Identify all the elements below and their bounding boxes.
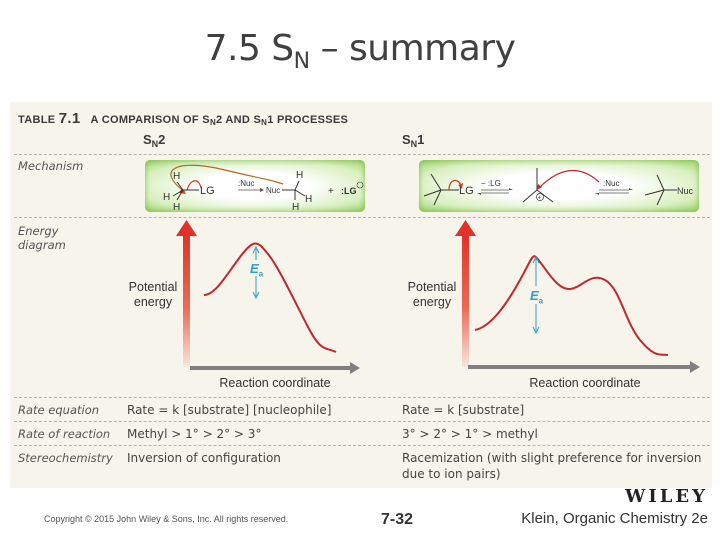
svg-text:H: H [173,171,180,182]
svg-text:Nuc: Nuc [677,186,694,196]
potential-energy-arrow-icon [183,234,190,367]
svg-text:H: H [163,192,170,203]
sn1-energy-diagram [455,220,700,373]
col-text: 1 [417,132,425,147]
label-line: Energy [18,224,59,238]
sn2-ea-label: Ea [250,261,263,282]
sn1-y-axis-label: Potential energy [402,280,462,310]
sn2-x-axis-label: Reaction coordinate [219,376,331,390]
column-header-sn1: SN1 [402,132,424,149]
wiley-logo: WILEY [625,486,708,507]
label-line: diagram [18,238,66,252]
sn2-mechanism-panel: H H H LG :Nuc Nuc H H H + :LG [145,160,365,212]
copyright-notice: Copyright © 2015 John Wiley & Sons, Inc.… [44,514,289,524]
row-divider [14,397,710,398]
row-label-mechanism: Mechanism [18,159,84,173]
sn2-energy-diagram [176,220,360,374]
sn2-rate-of-reaction: Methyl > 1° > 2° > 3° [127,427,262,441]
energy-diagrams [176,220,700,374]
row-label-stereochemistry: Stereochemistry [18,451,113,465]
curved-arrow-icon [170,164,284,193]
ea-text: E [250,261,259,276]
sn1-ea-label: Ea [530,288,543,309]
svg-text:+: + [538,196,542,202]
page-number: 7-32 [381,511,414,528]
label-line: Potential [407,280,457,294]
label-line: Potential [128,280,178,294]
col-sub: N [151,139,159,149]
svg-text::LG: :LG [341,186,357,196]
ea-sub: a [538,296,544,306]
sn1-x-axis-label: Reaction coordinate [529,376,641,390]
heading-sub: N [209,118,217,127]
sn1-rate-equation: Rate = k [substrate] [402,403,525,417]
heading-sub: N [261,118,268,127]
sn1-rate-of-reaction: 3° > 2° > 1° > methyl [402,427,538,441]
sn2-y-axis-label: Potential energy [123,280,183,310]
svg-text:H: H [173,202,180,212]
sn2-mechanism-drawing: H H H LG :Nuc Nuc H H H + :LG [163,164,364,212]
row-divider [14,154,710,155]
table-label: TABLE [18,114,59,126]
row-divider [14,217,710,218]
sn2-rate-equation: Rate = k [substrate] [nucleophile] [127,403,332,417]
svg-text:+: + [328,186,334,197]
label-line: energy [412,295,452,309]
table-heading: TABLE 7.1 A COMPARISON OF SN2 AND SN1 PR… [18,110,348,127]
row-label-rate-equation: Rate equation [18,403,100,417]
col-text: S [143,132,152,147]
sn1-mechanism-drawing: LG − :LG + :Nuc Nuc [423,168,694,206]
comparison-table: TABLE 7.1 A COMPARISON OF SN2 AND SN1 PR… [10,102,712,488]
ea-sub: a [258,269,264,279]
row-label-rate-of-reaction: Rate of reaction [18,427,111,441]
sn1-energy-curve [474,255,669,356]
svg-text:Nuc: Nuc [266,186,280,195]
row-label-energy-diagram: Energy diagram [18,224,66,252]
title-prefix: 7.5 S [204,28,295,69]
sn1-stereochemistry: Racemization (with slight preference for… [402,451,702,481]
svg-text:H: H [305,194,312,205]
col-sub: N [410,139,418,149]
svg-text::Nuc: :Nuc [238,179,254,188]
svg-text:LG: LG [200,185,215,197]
col-text: 2 [158,132,166,147]
row-divider [14,421,710,422]
table-number: 7.1 [58,110,81,127]
sn2-energy-curve [203,242,337,353]
title-suffix: – summary [309,28,516,69]
col-text: S [402,132,411,147]
svg-text:− :LG: − :LG [481,179,501,188]
sn1-mechanism-panel: LG − :LG + :Nuc Nuc [419,160,699,212]
svg-text::Nuc: :Nuc [603,179,619,188]
potential-energy-arrow-icon [462,234,469,367]
title-subscript: N [293,49,310,74]
svg-text:LG: LG [459,185,474,197]
svg-text:H: H [292,202,299,212]
ea-text: E [530,288,539,303]
column-header-sn2: SN2 [143,132,165,149]
heading-text: 2 AND S [216,114,262,126]
heading-text: 1 PROCESSES [267,114,349,126]
label-line: energy [133,295,173,309]
slide-title: 7.5 SN – summary [0,28,720,74]
svg-text:H: H [296,170,303,181]
row-divider [14,445,710,446]
book-citation: Klein, Organic Chemistry 2e [521,510,708,527]
heading-text: A COMPARISON OF S [90,114,210,126]
sn2-stereochemistry: Inversion of configuration [127,451,281,465]
